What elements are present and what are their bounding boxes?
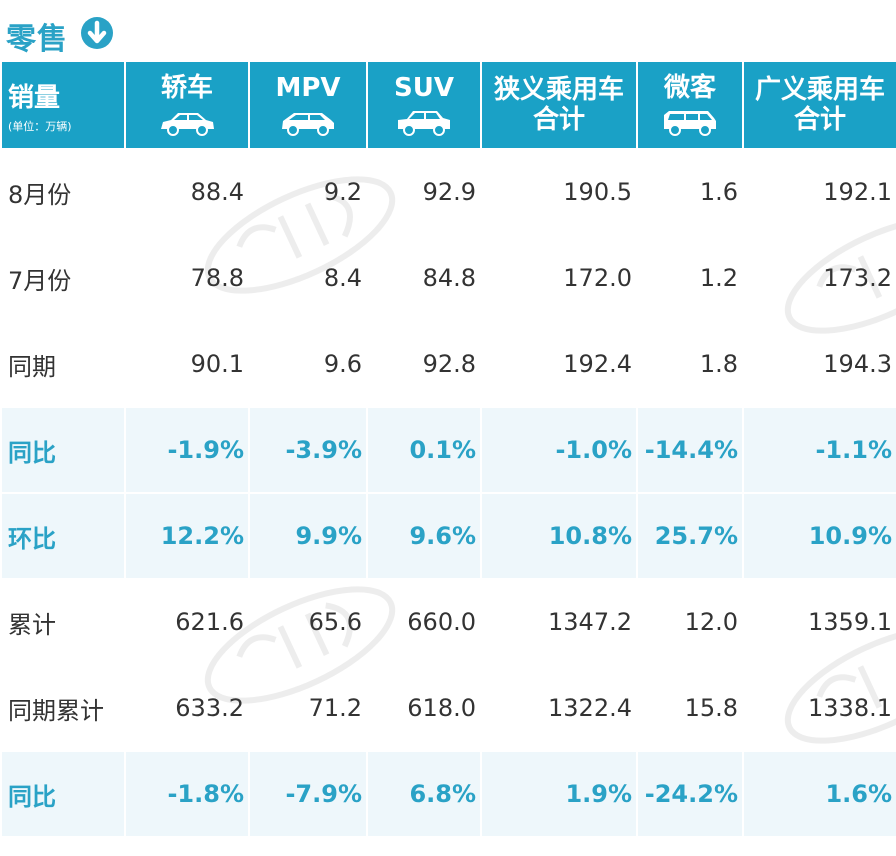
header-narrow-passenger-label: 狭义乘用车合计 bbox=[493, 75, 624, 135]
table-cell: 90.1 bbox=[124, 320, 250, 408]
table-row: 同期累计 633.2 71.2 618.0 1322.4 15.8 1338.1 bbox=[0, 664, 896, 752]
header-broad-passenger-label: 广义乘用车合计 bbox=[754, 75, 885, 135]
table-cell: 618.0 bbox=[366, 664, 482, 752]
header-sales-volume: 销量 (单位：万辆) bbox=[0, 60, 126, 150]
row-label: 同比 bbox=[0, 406, 126, 494]
table-header-row: 销量 (单位：万辆) 轿车 MPV bbox=[0, 60, 896, 150]
suv-icon bbox=[398, 111, 450, 136]
table-cell: 1359.1 bbox=[742, 578, 896, 666]
table-cell: 621.6 bbox=[124, 578, 250, 666]
table-row: 同期 90.1 9.6 92.8 192.4 1.8 194.3 bbox=[0, 320, 896, 408]
header-sales-label: 销量 bbox=[8, 82, 61, 113]
table-cell: 15.8 bbox=[636, 664, 744, 752]
table-cell: 10.8% bbox=[480, 492, 638, 580]
table-cell: 660.0 bbox=[366, 578, 482, 666]
table-cell: 71.2 bbox=[248, 664, 368, 752]
table-cell: -1.8% bbox=[124, 750, 250, 838]
table-row: 累计 621.6 65.6 660.0 1347.2 12.0 1359.1 bbox=[0, 578, 896, 666]
table-cell: -1.0% bbox=[480, 406, 638, 494]
table-cell: 6.8% bbox=[366, 750, 482, 838]
table-cell: 1322.4 bbox=[480, 664, 638, 752]
table-row: 环比 12.2% 9.9% 9.6% 10.8% 25.7% 10.9% bbox=[0, 492, 896, 580]
minivan-icon bbox=[664, 111, 716, 136]
row-label: 8月份 bbox=[0, 148, 126, 236]
row-label: 同期 bbox=[0, 320, 126, 408]
table-cell: 9.9% bbox=[248, 492, 368, 580]
retail-sales-table: 销量 (单位：万辆) 轿车 MPV bbox=[0, 60, 896, 838]
table-cell: 1338.1 bbox=[742, 664, 896, 752]
table-cell: 9.2 bbox=[248, 148, 368, 236]
row-label: 累计 bbox=[0, 578, 126, 666]
header-suv-label: SUV bbox=[394, 73, 454, 103]
row-label: 7月份 bbox=[0, 234, 126, 322]
table-cell: 1347.2 bbox=[480, 578, 638, 666]
header-suv: SUV bbox=[366, 60, 482, 150]
table-cell: -1.9% bbox=[124, 406, 250, 494]
table-cell: 65.6 bbox=[248, 578, 368, 666]
header-mpv-label: MPV bbox=[275, 73, 341, 103]
table-row: 7月份 78.8 8.4 84.8 172.0 1.2 173.2 bbox=[0, 234, 896, 322]
table-cell: 12.2% bbox=[124, 492, 250, 580]
arrow-down-circle-icon[interactable] bbox=[80, 16, 114, 50]
table-cell: 9.6% bbox=[366, 492, 482, 580]
mpv-icon bbox=[282, 113, 334, 136]
header-mpv: MPV bbox=[248, 60, 368, 150]
table-cell: 192.1 bbox=[742, 148, 896, 236]
header-sedan-label: 轿车 bbox=[160, 73, 213, 103]
row-label: 环比 bbox=[0, 492, 126, 580]
table-cell: 1.2 bbox=[636, 234, 744, 322]
header-sedan: 轿车 bbox=[124, 60, 250, 150]
header-minivan: 微客 bbox=[636, 60, 744, 150]
table-cell: 194.3 bbox=[742, 320, 896, 408]
table-cell: -3.9% bbox=[248, 406, 368, 494]
table-cell: 9.6 bbox=[248, 320, 368, 408]
table-cell: 172.0 bbox=[480, 234, 638, 322]
table-cell: 8.4 bbox=[248, 234, 368, 322]
table-cell: 1.8 bbox=[636, 320, 744, 408]
table-cell: 0.1% bbox=[366, 406, 482, 494]
header-minivan-label: 微客 bbox=[663, 73, 716, 103]
sedan-icon bbox=[161, 113, 214, 136]
table-cell: 92.9 bbox=[366, 148, 482, 236]
section-header: 零售 bbox=[0, 0, 896, 58]
row-label: 同期累计 bbox=[0, 664, 126, 752]
table-cell: -24.2% bbox=[636, 750, 744, 838]
table-cell: 10.9% bbox=[742, 492, 896, 580]
table-cell: 192.4 bbox=[480, 320, 638, 408]
table-cell: 1.9% bbox=[480, 750, 638, 838]
table-row: 同比 -1.9% -3.9% 0.1% -1.0% -14.4% -1.1% bbox=[0, 406, 896, 494]
table-cell: 1.6% bbox=[742, 750, 896, 838]
row-label: 同比 bbox=[0, 750, 126, 838]
table-cell: 78.8 bbox=[124, 234, 250, 322]
table-cell: -14.4% bbox=[636, 406, 744, 494]
table-cell: -7.9% bbox=[248, 750, 368, 838]
section-title: 零售 bbox=[6, 22, 68, 57]
header-unit-label: (单位：万辆) bbox=[8, 119, 72, 133]
table-cell: 88.4 bbox=[124, 148, 250, 236]
table-cell: 190.5 bbox=[480, 148, 638, 236]
header-narrow-passenger-total: 狭义乘用车合计 bbox=[480, 60, 638, 150]
table-cell: 25.7% bbox=[636, 492, 744, 580]
table-cell: 173.2 bbox=[742, 234, 896, 322]
table-cell: 1.6 bbox=[636, 148, 744, 236]
table-cell: 84.8 bbox=[366, 234, 482, 322]
table-cell: 633.2 bbox=[124, 664, 250, 752]
table-cell: 92.8 bbox=[366, 320, 482, 408]
table-cell: -1.1% bbox=[742, 406, 896, 494]
table-row: 8月份 88.4 9.2 92.9 190.5 1.6 192.1 bbox=[0, 148, 896, 236]
table-row: 同比 -1.8% -7.9% 6.8% 1.9% -24.2% 1.6% bbox=[0, 750, 896, 838]
header-broad-passenger-total: 广义乘用车合计 bbox=[742, 60, 896, 150]
table-cell: 12.0 bbox=[636, 578, 744, 666]
